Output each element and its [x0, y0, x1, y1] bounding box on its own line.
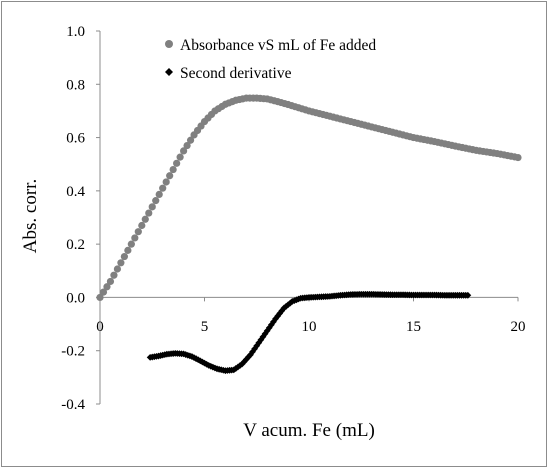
- data-point-absorbance: [514, 153, 522, 162]
- data-point-absorbance: [117, 259, 125, 267]
- data-point-absorbance: [124, 246, 132, 254]
- data-point-absorbance: [99, 288, 108, 296]
- data-point-absorbance: [183, 141, 191, 150]
- data-point-second-derivative: [253, 342, 261, 350]
- series-second-derivative: [146, 290, 472, 375]
- data-point-absorbance: [180, 147, 188, 155]
- y-tick-label: 0.6: [66, 131, 85, 147]
- data-point-absorbance: [110, 271, 118, 279]
- axes: [96, 30, 519, 405]
- data-point-absorbance: [103, 283, 111, 291]
- x-tick-label: 10: [302, 319, 317, 335]
- series-layer: [96, 94, 522, 375]
- data-point-absorbance: [155, 190, 163, 199]
- y-axis-title: Abs. corr.: [20, 179, 41, 253]
- y-tick-label: 0.0: [66, 290, 85, 306]
- data-point-second-derivative: [247, 351, 254, 359]
- data-point-absorbance: [145, 209, 153, 217]
- x-tick-label: 20: [511, 319, 526, 335]
- data-point-absorbance: [152, 197, 160, 205]
- x-tick-label: 5: [201, 319, 209, 335]
- data-point-absorbance: [148, 203, 156, 211]
- data-point-absorbance: [169, 165, 177, 174]
- data-point-absorbance: [173, 159, 181, 167]
- y-tick-label: 0.2: [66, 237, 85, 253]
- y-tick-label: -0.2: [61, 344, 85, 360]
- x-tick-label: 0: [96, 319, 104, 335]
- data-point-absorbance: [113, 265, 122, 273]
- y-tick-label: -0.4: [61, 397, 85, 413]
- data-point-second-derivative: [240, 358, 248, 366]
- data-point-second-derivative: [234, 363, 242, 371]
- y-tick-label: 1.0: [66, 24, 85, 40]
- data-point-absorbance: [127, 240, 135, 248]
- data-point-absorbance: [106, 277, 115, 286]
- data-point-absorbance: [166, 172, 174, 180]
- data-point-absorbance: [159, 184, 167, 192]
- x-axis-title: V acum. Fe (mL): [243, 420, 375, 441]
- y-tick-label: 0.8: [66, 77, 85, 93]
- data-point-second-derivative: [257, 336, 265, 344]
- y-tick-label: 0.4: [66, 184, 85, 200]
- legend-label-second-derivative: Second derivative: [180, 65, 292, 82]
- data-point-absorbance: [120, 252, 128, 261]
- data-point-second-derivative: [272, 315, 279, 323]
- data-point-absorbance: [96, 293, 104, 302]
- legend-label-absorbance: Absorbance vS mL of Fe added: [180, 37, 376, 54]
- data-point-absorbance: [162, 178, 170, 186]
- series-absorbance: [96, 94, 522, 302]
- tick-labels: 1.0 0.8 0.6 0.4 0.2 0.0 -0.2 -0.4 0 5 10 15 20: [61, 24, 525, 413]
- data-point-absorbance: [141, 215, 149, 223]
- data-point-absorbance: [186, 136, 195, 144]
- data-point-second-derivative: [278, 307, 286, 315]
- data-point-second-derivative: [238, 360, 246, 368]
- data-point-absorbance: [131, 234, 139, 242]
- legend-marker-second-derivative: [165, 68, 173, 76]
- data-point-second-derivative: [464, 291, 472, 299]
- data-point-absorbance: [176, 153, 184, 161]
- legend: Absorbance vS mL of Fe added Second deri…: [165, 37, 376, 82]
- data-point-absorbance: [138, 221, 146, 230]
- x-tick-label: 15: [406, 319, 421, 335]
- legend-marker-absorbance: [165, 40, 173, 48]
- data-point-second-derivative: [230, 366, 238, 374]
- data-point-absorbance: [134, 228, 142, 236]
